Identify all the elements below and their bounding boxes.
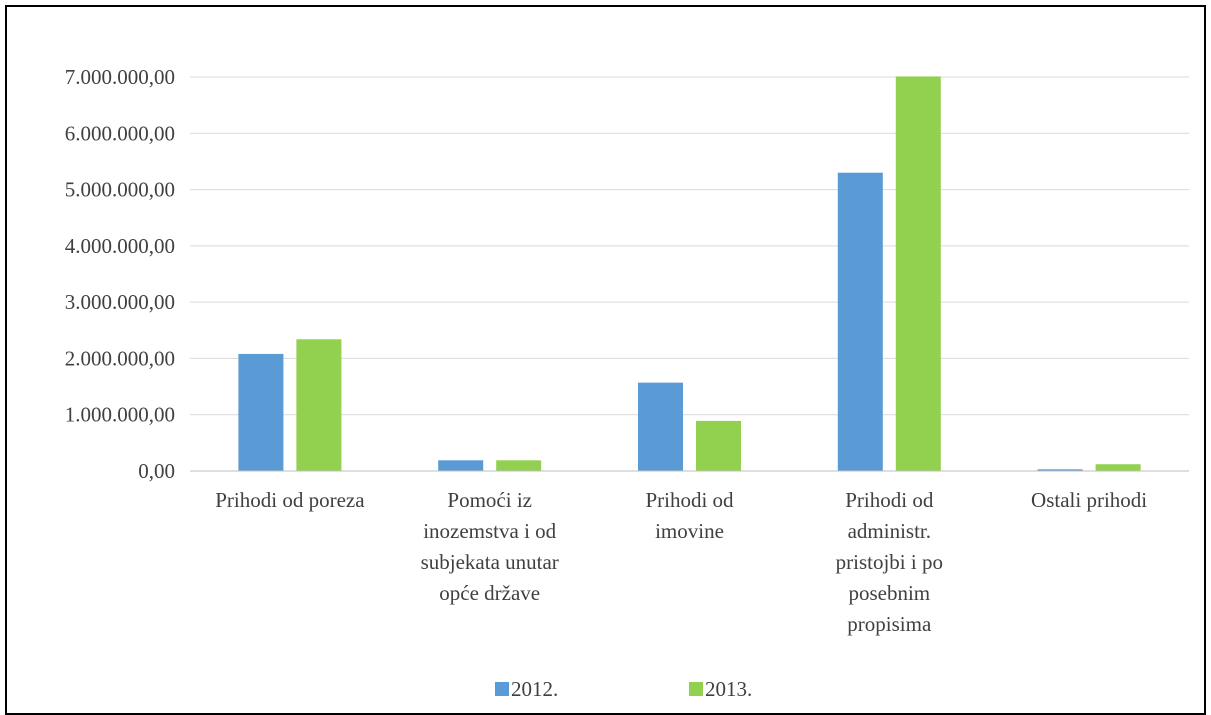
category-label: Prihodi od imovine: [645, 488, 734, 543]
y-tick-label: 3.000.000,00: [65, 290, 175, 314]
y-tick-label: 7.000.000,00: [65, 65, 175, 89]
category-label-line: posebnim: [848, 581, 930, 605]
category-label-line: Prihodi od: [645, 488, 734, 512]
category-labels: Prihodi od poreza Pomoći iz inozemstva i o…: [215, 488, 1147, 636]
category-label: Prihodi od poreza: [215, 488, 365, 512]
gridlines: [190, 76, 1189, 416]
category-label-line: propisima: [847, 612, 932, 636]
bar-2012-4: [1037, 469, 1083, 471]
legend: 2012. 2013.: [495, 677, 752, 701]
category-label-line: pristojbi i po: [836, 550, 943, 574]
legend-swatch: [495, 682, 509, 696]
y-tick-label: 5.000.000,00: [65, 178, 175, 202]
bar-2013-4: [1095, 464, 1141, 471]
category-label: Prihodi od administr. pristojbi i po posebn…: [836, 488, 943, 636]
legend-swatch: [689, 682, 703, 696]
y-tick-label: 2.000.000,00: [65, 346, 175, 370]
legend-label: 2012.: [511, 677, 558, 701]
category-label: Ostali prihodi: [1031, 488, 1147, 512]
chart-canvas: 0,00 1.000.000,00 2.000.000,00 3.000.000,00…: [65, 65, 1189, 701]
bar-2013-3: [895, 76, 941, 472]
y-axis-tick-labels: 0,00 1.000.000,00 2.000.000,00 3.000.000,00…: [65, 65, 175, 483]
bar-2012-0: [238, 353, 284, 471]
category-label-line: Pomoći iz: [447, 488, 532, 512]
bar-2012-2: [638, 382, 683, 471]
bar-2013-0: [296, 339, 342, 471]
category-label-line: imovine: [655, 519, 724, 543]
bar-2012-3: [837, 172, 883, 471]
category-label: Pomoći iz inozemstva i od subjekata unutar…: [421, 488, 559, 605]
bar-2013-1: [496, 460, 542, 471]
y-tick-label: 0,00: [138, 459, 175, 483]
category-label-line: inozemstva i od: [423, 519, 556, 543]
category-label-line: subjekata unutar: [421, 550, 559, 574]
legend-label: 2013.: [705, 677, 752, 701]
y-tick-label: 1.000.000,00: [65, 403, 175, 427]
category-label-line: Ostali prihodi: [1031, 488, 1147, 512]
chart-frame: 0,00 1.000.000,00 2.000.000,00 3.000.000,00…: [5, 5, 1206, 715]
category-label-line: opće države: [439, 581, 540, 605]
bar-2012-1: [438, 460, 484, 471]
bars: [238, 76, 1141, 472]
category-label-line: Prihodi od poreza: [215, 488, 365, 512]
category-label-line: administr.: [848, 519, 931, 543]
y-tick-label: 4.000.000,00: [65, 234, 175, 258]
y-tick-label: 6.000.000,00: [65, 121, 175, 145]
category-label-line: Prihodi od: [845, 488, 934, 512]
bar-2013-2: [696, 420, 741, 471]
